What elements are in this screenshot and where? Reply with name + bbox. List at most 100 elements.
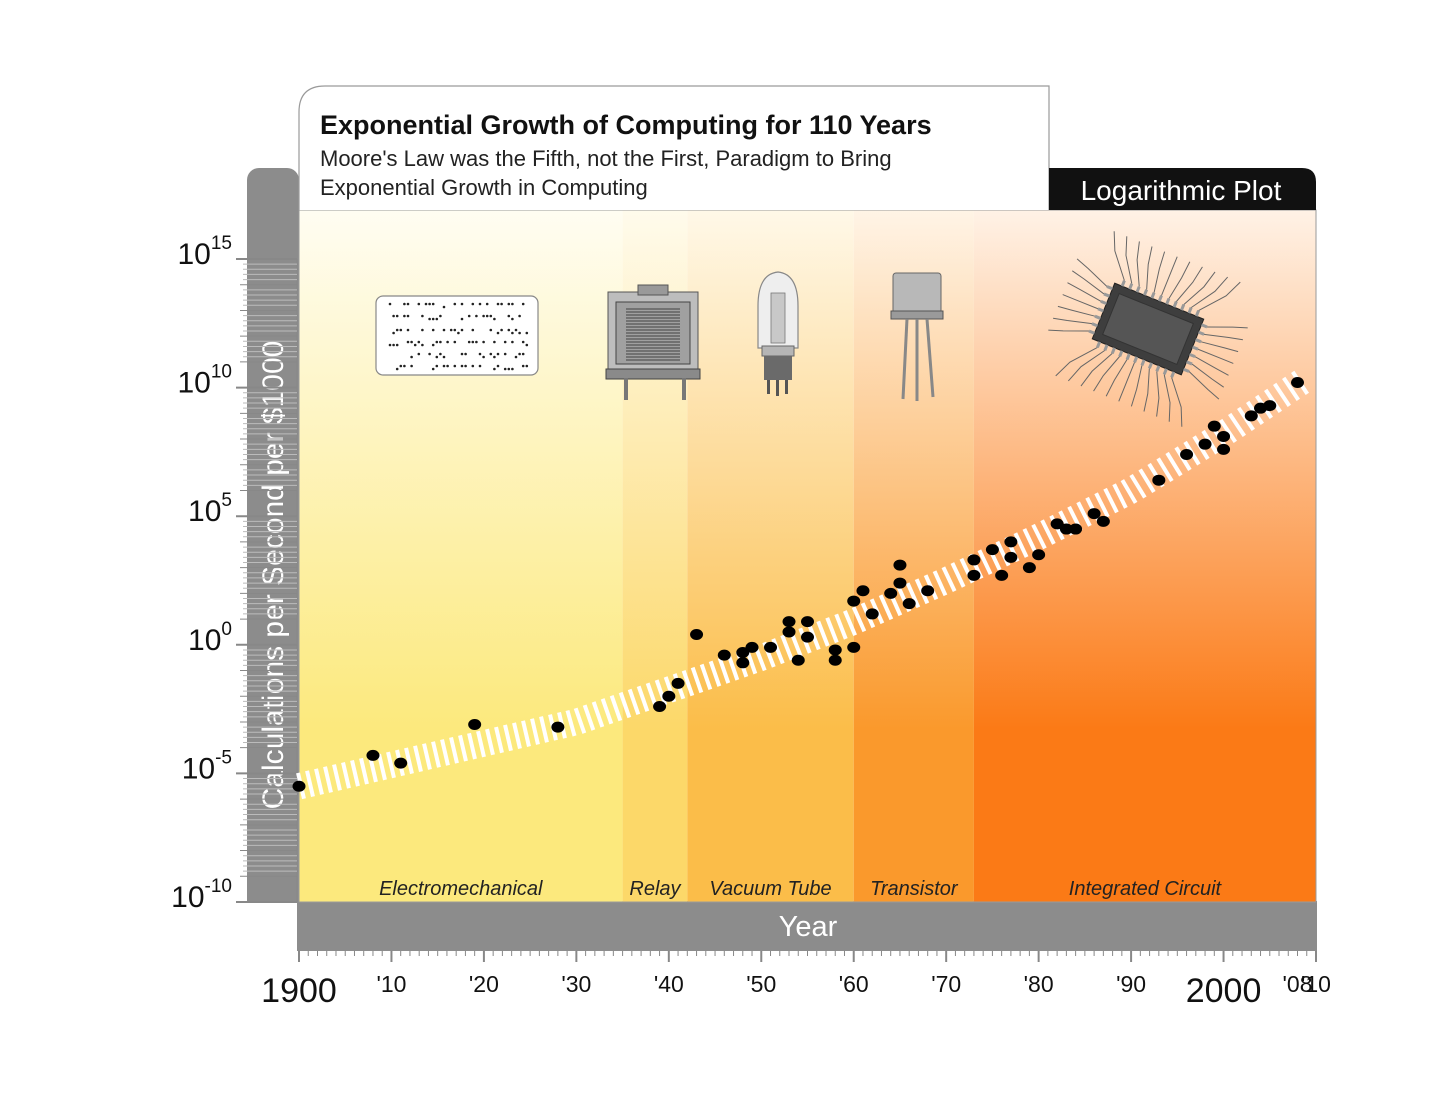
- data-point: [893, 559, 907, 571]
- trend-stripe: [771, 638, 785, 665]
- y-axis: 1015 1010 105 100 10-5 10-10: [171, 233, 298, 914]
- trend-stripe: [449, 737, 459, 764]
- punch-hole: [460, 302, 464, 306]
- punch-hole: [417, 352, 421, 356]
- trend-stripe: [609, 695, 623, 722]
- trend-stripe: [591, 701, 605, 728]
- y-tick-label: 100: [188, 619, 232, 657]
- punch-hole: [475, 340, 478, 344]
- punch-hole: [471, 302, 475, 306]
- trend-stripe: [404, 747, 414, 775]
- punch-hole: [453, 328, 457, 332]
- ic-pin: [1120, 280, 1126, 287]
- y-tick-label: 105: [188, 490, 232, 528]
- trend-stripe: [816, 620, 830, 647]
- ic-trace: [1048, 329, 1089, 332]
- trend-stripe: [431, 741, 441, 768]
- x-axis-label: Year: [779, 911, 838, 943]
- ic-trace: [1171, 377, 1183, 427]
- ic-trace: [1067, 282, 1102, 302]
- trend-stripe: [1273, 382, 1291, 407]
- punch-hole: [525, 364, 529, 368]
- trend-stripe: [1076, 501, 1092, 527]
- trend-stripe: [878, 594, 894, 621]
- trend-stripe: [1156, 457, 1174, 483]
- data-point: [902, 598, 916, 610]
- punch-hole: [493, 367, 496, 371]
- punch-hole: [467, 314, 471, 318]
- ic-trace: [1200, 341, 1239, 353]
- ic-trace: [1191, 363, 1224, 388]
- trend-stripe: [1129, 473, 1147, 499]
- ic-pin: [1103, 344, 1109, 351]
- data-point: [1022, 562, 1036, 574]
- data-point: [468, 719, 482, 731]
- trend-stripe: [413, 745, 423, 772]
- punch-hole: [521, 302, 525, 306]
- trend-stripe: [573, 707, 587, 734]
- punch-hole: [431, 302, 435, 306]
- trend-stripe: [440, 739, 450, 766]
- data-point: [662, 690, 676, 702]
- y-axis-label: Calculations per Second per $1000: [257, 341, 290, 810]
- data-point: [856, 585, 870, 597]
- punch-hole: [421, 314, 424, 318]
- trend-stripe: [521, 720, 531, 747]
- ic-pin: [1088, 329, 1096, 335]
- punch-hole: [478, 352, 482, 356]
- data-point: [745, 641, 759, 653]
- trend-stripe: [1040, 519, 1056, 545]
- ic-pin: [1194, 338, 1202, 344]
- data-point: [847, 641, 861, 653]
- y-tick-label: 10-10: [171, 876, 232, 914]
- punch-hole: [406, 328, 410, 332]
- punch-hole: [424, 302, 428, 306]
- trend-stripe: [726, 654, 740, 681]
- data-point: [1207, 420, 1221, 432]
- punch-hole: [478, 364, 482, 368]
- punch-hole: [417, 340, 421, 344]
- punch-hole: [518, 331, 521, 335]
- punch-hole: [493, 355, 496, 359]
- ic-trace: [1093, 356, 1121, 392]
- data-point: [1198, 438, 1212, 450]
- ic-pin: [1155, 365, 1161, 372]
- ic-trace: [1204, 333, 1243, 341]
- ic-pin: [1106, 285, 1114, 291]
- punch-hole: [417, 302, 421, 306]
- era-bands: [299, 210, 1316, 902]
- ic-trace: [1197, 348, 1234, 364]
- data-point: [653, 701, 667, 713]
- ic-pin: [1147, 362, 1153, 369]
- trend-stripe: [305, 770, 315, 798]
- trend-stripe: [386, 751, 396, 779]
- ic-trace: [1146, 246, 1153, 290]
- ic-trace: [1072, 270, 1105, 295]
- x-tick-label: '20: [469, 971, 499, 997]
- ic-trace: [1143, 368, 1150, 412]
- punch-hole: [496, 352, 500, 356]
- ic-trace: [1175, 266, 1203, 302]
- trend-stripe: [950, 562, 966, 588]
- punch-hole: [489, 328, 493, 332]
- ic-pin: [1140, 359, 1146, 366]
- ic-pin: [1200, 323, 1208, 329]
- data-point: [1152, 474, 1166, 486]
- punch-hole: [471, 328, 475, 332]
- punch-hole: [518, 314, 521, 318]
- punch-hole: [453, 302, 457, 306]
- ic-trace: [1062, 294, 1099, 310]
- ic-trace: [1198, 281, 1241, 312]
- ic-pin: [1128, 283, 1134, 290]
- trend-stripe: [476, 730, 486, 758]
- ic-pin: [1170, 371, 1176, 378]
- trend-stripe: [690, 666, 704, 694]
- punch-hole: [435, 340, 439, 344]
- trend-stripe: [377, 753, 387, 781]
- punch-hole: [521, 352, 525, 356]
- x-tick-label: '08: [1283, 971, 1313, 997]
- log-plot-badge: [1049, 168, 1316, 210]
- punch-hole: [439, 352, 442, 356]
- trend-stripe: [600, 698, 614, 725]
